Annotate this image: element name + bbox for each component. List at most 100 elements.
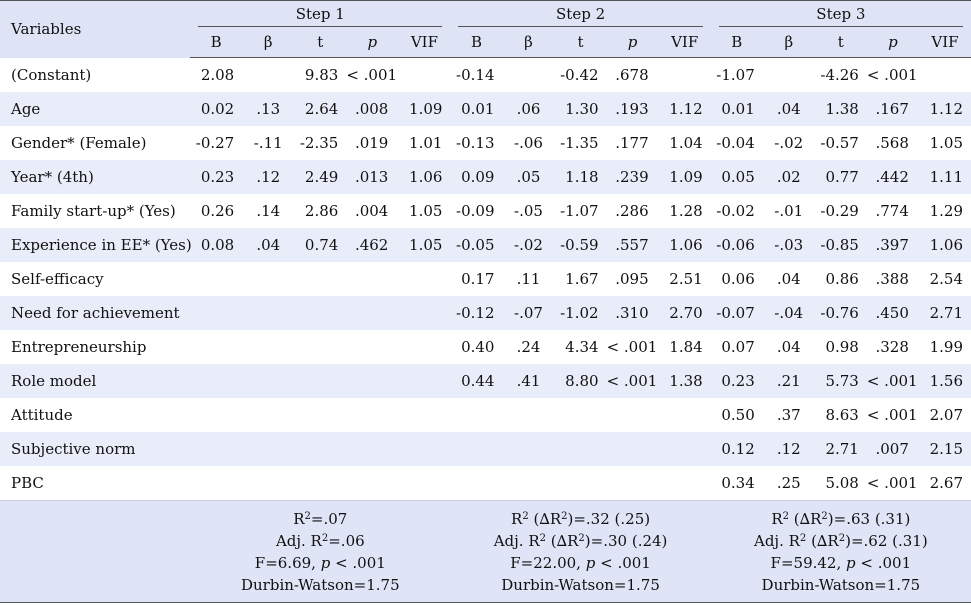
step-1-beta-cell: -.11 [253,134,283,152]
variable-label: Subjective norm [0,432,191,466]
step-2-vif-cell: 1.12 [658,92,711,126]
step-2-vif-cell: 1.06 [658,228,711,262]
step-3-b-cell: 0.07 [721,338,755,356]
header-row-steps: Variables Step 1 Step 2 Step 3 [0,0,971,58]
step-3-b-cell: -0.06 [710,228,763,262]
step-3-p-cell: .568 [875,134,909,152]
step-2-vif-cell: 1.84 [669,338,703,356]
step-2-b-cell: -0.13 [456,134,495,152]
variable-label: Family start-up* (Yes) [11,202,176,220]
table-row: Family start-up* (Yes) 0.26 .14 2.86 .004 1.0… [0,194,971,228]
step-1-beta-cell: .12 [242,160,295,194]
step-1-p-cell [346,262,398,296]
step-3-beta-cell: .12 [762,432,815,466]
step-2-r2: R2 (∆R2)=.32 (.25) [511,509,651,528]
table-row: Attitude 0.50 .37 8.63 < .001 2.07 [0,398,971,432]
step-1-p-cell: < .001 [346,66,398,84]
step-2-beta-cell [502,58,554,93]
step-3-b-header: B [710,27,763,58]
step-2-p-cell: < .001 [606,338,658,356]
step-2-vif-cell: 1.28 [669,202,703,220]
variable-label: Need for achievement [0,296,191,330]
step-3-r2: R2 (∆R2)=.63 (.31) [771,509,911,528]
step-2-t-cell: -1.02 [554,296,607,330]
step-2-t-cell: 1.67 [565,270,599,288]
step-1-vif-cell [398,398,450,432]
step-2-t-cell: 1.30 [554,92,607,126]
step-1-b-cell: 0.02 [190,92,243,126]
step-3-p-cell: .397 [866,228,919,262]
step-3-vif-cell: 1.11 [918,160,971,194]
step-3-t-header: t [814,27,867,58]
step-2-p-cell: .310 [606,296,659,330]
step-3-p-cell: .442 [866,160,919,194]
step-1-t-cell: -2.35 [299,134,339,152]
step-2-b-cell: -0.14 [456,66,495,84]
step-3-vif-cell: 1.99 [929,338,963,356]
step-1-b-cell [190,296,243,330]
step-3-p-header: p [866,27,919,58]
step-2-vif-cell: 1.38 [658,364,711,398]
step-3-beta-cell: .02 [762,160,815,194]
step-2-f-stat: F=22.00, p < .001 [510,553,651,572]
step-1-beta-cell: .14 [256,202,281,220]
step-3-b-cell: 0.34 [721,474,755,492]
step-1-durbin-watson: Durbin-Watson=1.75 [241,575,400,594]
step-2-t-cell: -0.59 [554,228,607,262]
step-3-b-cell: -0.07 [710,296,763,330]
step-1-summary: R2=.07 Adj. R2=.06 F=6.69, p < .001 Durb… [190,500,451,603]
step-2-b-cell: 0.40 [461,338,495,356]
step-2-beta-cell: -.02 [502,228,555,262]
step-1-vif-cell: 1.06 [398,160,451,194]
step-2-b-cell: -0.05 [450,228,503,262]
step-3-f-stat: F=59.42, p < .001 [770,553,912,572]
step-2-vif-cell: 2.70 [658,296,711,330]
step-3-b-cell: -1.07 [716,66,755,84]
step-3-t-cell: 0.86 [825,270,859,288]
step-3-b-cell: -0.02 [716,202,755,220]
variable-label: Age [0,92,191,126]
step-2-vif-cell: 2.51 [669,270,703,288]
step-1-beta-cell [242,364,295,398]
step-1-beta-cell [242,330,294,364]
step-2-vif-cell [659,58,711,93]
step-1-p-header: p [346,27,399,58]
step-1-f-stat: F=6.69, p < .001 [254,553,386,572]
step-3-beta-cell: -.02 [774,134,804,152]
step-2-adj-r2: Adj. R2 (∆R2)=.30 (.24) [493,531,668,550]
step-3-p-cell: .774 [875,202,909,220]
step-3-p-cell: < .001 [866,66,918,84]
step-2-beta-cell: -.05 [514,202,543,220]
step-1-b-cell: 0.08 [190,228,243,262]
step-2-vif-cell [658,432,711,466]
step-3-b-cell: 0.05 [710,160,763,194]
step-1-vif-cell [398,466,450,501]
step-1-t-cell [294,296,347,330]
step-2-p-header: p [606,27,659,58]
step-2-t-cell: -1.07 [560,202,599,220]
step-3-b-cell: 0.23 [710,364,763,398]
step-2-b-cell: 0.44 [450,364,503,398]
step-3-t-cell: -0.76 [814,296,867,330]
step-2-b-cell: 0.17 [461,270,495,288]
step-3-vif-cell: 1.05 [929,134,963,152]
step-2-beta-cell: .06 [502,92,555,126]
step-3-vif-cell: 2.67 [929,474,963,492]
step-1-b-cell [190,364,243,398]
table-row: Self-efficacy 0.17 .11 1.67 .095 2.51 0.06 .04 0… [0,262,971,296]
step-2-vif-cell [659,398,711,432]
step-2-vif-cell: 1.04 [669,134,703,152]
step-2-summary: R2 (∆R2)=.32 (.25) Adj. R2 (∆R2)=.30 (.2… [450,500,711,603]
step-2-beta-cell [502,466,554,501]
table-row: Year* (4th) 0.23.12 2.49.013 1.06 0.09.05 1.1… [0,160,971,194]
step-3-b-cell: 0.50 [721,406,755,424]
step-1-p-cell: .004 [354,202,389,220]
step-3-vif-cell: 1.29 [929,202,963,220]
step-3-header: Step 3 [710,0,971,27]
step-2-p-cell: .177 [615,134,649,152]
step-3-b-cell: 0.01 [710,92,763,126]
step-1-b-cell: 2.08 [200,66,235,84]
step-1-vif-header: VIF [398,27,451,58]
step-1-beta-cell: .13 [242,92,295,126]
